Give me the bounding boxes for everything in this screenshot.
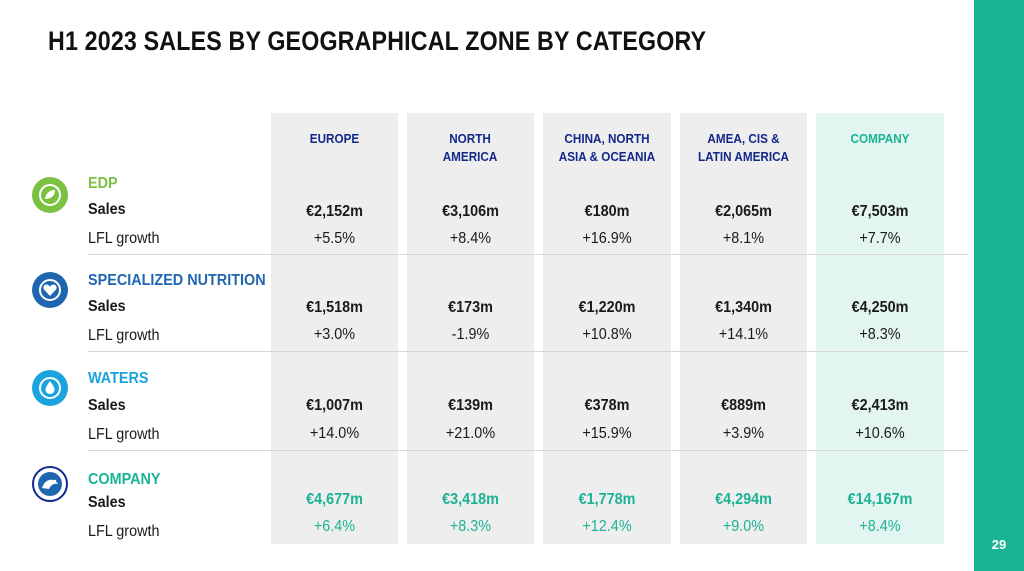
lfl-value: +6.4% (313, 518, 356, 535)
sales-value: €139m (448, 397, 493, 414)
category-title-edp: EDP (88, 175, 118, 192)
column-bg-china (543, 113, 671, 544)
lfl-label: LFL growth (88, 523, 160, 540)
leaf-icon (32, 177, 68, 213)
sales-label: Sales (88, 201, 126, 218)
side-accent-bar (974, 0, 1024, 571)
sales-value: €2,413m (851, 397, 909, 414)
lfl-value: -1.9% (451, 326, 490, 343)
column-header-china: CHINA, NORTH ASIA & OCEANIA (558, 131, 656, 164)
lfl-value: +9.0% (722, 518, 765, 535)
sales-value: €3,106m (442, 203, 499, 220)
lfl-value: +8.3% (449, 518, 492, 535)
column-bg-europe (271, 113, 398, 544)
sales-value: €173m (448, 299, 493, 316)
category-title-waters: WATERS (88, 370, 149, 387)
sales-label: Sales (88, 298, 126, 315)
sales-value: €4,250m (851, 299, 909, 316)
sales-value: €1,007m (306, 397, 363, 414)
sales-label: Sales (88, 397, 126, 414)
page-title: H1 2023 SALES BY GEOGRAPHICAL ZONE BY CA… (48, 26, 707, 56)
lfl-value: +8.1% (722, 230, 765, 247)
lfl-value: +16.9% (582, 230, 632, 247)
sales-value: €889m (721, 397, 766, 414)
lfl-label: LFL growth (88, 230, 160, 247)
lfl-value: +14.1% (718, 326, 769, 343)
sales-value: €4,294m (715, 491, 772, 508)
company-logo-icon (32, 466, 68, 502)
lfl-label: LFL growth (88, 426, 160, 443)
sales-value: €1,220m (578, 299, 636, 316)
category-title-company: COMPANY (88, 471, 161, 488)
sales-value: €3,418m (442, 491, 499, 508)
lfl-value: +8.4% (859, 518, 901, 535)
column-header-north-america: NORTH AMERICA (442, 131, 498, 164)
row-divider (88, 450, 968, 451)
lfl-value: +10.6% (855, 425, 905, 442)
column-bg-north-america (407, 113, 534, 544)
sales-value: €180m (584, 203, 630, 220)
lfl-value: +3.0% (313, 326, 356, 343)
lfl-label: LFL growth (88, 327, 160, 344)
sales-value: €2,152m (306, 203, 363, 220)
sales-value: €378m (584, 397, 630, 414)
row-divider (88, 254, 968, 255)
lfl-value: +10.8% (582, 326, 632, 343)
sales-label: Sales (88, 494, 126, 511)
sales-value: €14,167m (847, 491, 913, 508)
sales-value: €1,518m (306, 299, 363, 316)
sales-value: €2,065m (715, 203, 772, 220)
lfl-value: +12.4% (582, 518, 632, 535)
sales-value: €1,340m (715, 299, 772, 316)
lfl-value: +5.5% (313, 230, 356, 247)
lfl-value: +15.9% (582, 425, 632, 442)
lfl-value: +8.3% (859, 326, 901, 343)
lfl-value: +3.9% (722, 425, 765, 442)
sales-value: €4,677m (306, 491, 363, 508)
category-title-specialized-nutrition: SPECIALIZED NUTRITION (88, 272, 266, 289)
water-drop-icon (32, 370, 68, 406)
lfl-value: +8.4% (449, 230, 492, 247)
column-bg-company (816, 113, 944, 544)
column-header-company: COMPANY (850, 131, 910, 146)
lfl-value: +14.0% (309, 425, 360, 442)
lfl-value: +7.7% (859, 230, 901, 247)
lfl-value: +21.0% (445, 425, 496, 442)
column-header-amea: AMEA, CIS & LATIN AMERICA (697, 131, 789, 164)
heart-hands-icon (32, 272, 68, 308)
page-number: 29 (991, 537, 1007, 552)
row-divider (88, 351, 968, 352)
column-bg-amea (680, 113, 807, 544)
column-header-europe: EUROPE (309, 131, 360, 146)
sales-value: €7,503m (851, 203, 909, 220)
sales-value: €1,778m (578, 491, 636, 508)
